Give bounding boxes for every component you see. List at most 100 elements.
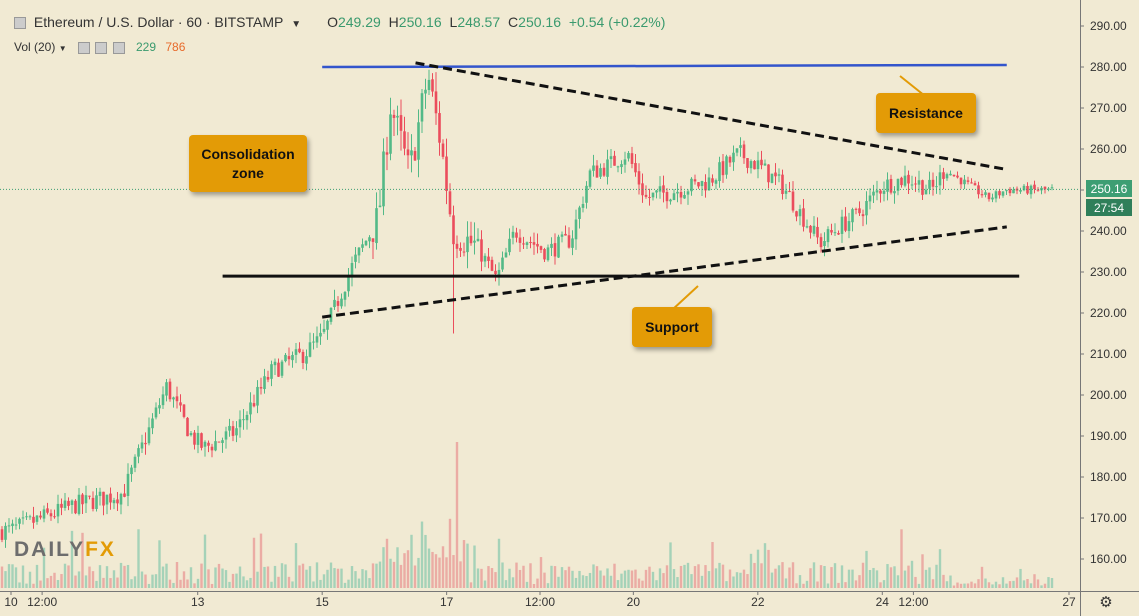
candle-body [88, 495, 91, 497]
volume-bar [805, 580, 809, 588]
candle-body [816, 226, 819, 238]
volume-bar [88, 566, 91, 588]
settings-icon[interactable] [95, 41, 108, 54]
candle-body [739, 145, 742, 148]
volume-bar [504, 580, 508, 588]
candle-body [84, 495, 88, 504]
candle-body [406, 149, 410, 156]
volume-bar [658, 568, 662, 588]
candle-body [879, 190, 882, 194]
volume-bar [945, 581, 949, 588]
volume-bar [67, 565, 70, 588]
candle-body [536, 243, 539, 247]
candle-body [487, 256, 490, 261]
gear-icon[interactable]: ⚙ [1099, 593, 1112, 611]
upper-triangle-line[interactable] [415, 61, 1008, 171]
volume-bar [46, 578, 49, 588]
price-tick-label: 290.00 [1090, 19, 1127, 33]
volume-bar [60, 574, 63, 588]
candle-body [697, 182, 700, 187]
candle-body [1050, 187, 1054, 189]
candle-body [980, 194, 984, 196]
candle-body [560, 234, 564, 237]
candle-body [378, 205, 382, 208]
candle-body [284, 354, 287, 362]
volume-label[interactable]: Vol (20) [14, 40, 56, 54]
candle-body [830, 230, 833, 233]
volume-bar [924, 569, 928, 588]
candle-body [847, 221, 851, 232]
candle-body [105, 494, 109, 505]
candle-body [126, 473, 130, 496]
chevron-down-icon[interactable]: ▼ [291, 19, 302, 30]
candle-body [504, 252, 508, 258]
volume-bar [487, 566, 490, 588]
candle-body [235, 428, 238, 436]
chevron-down-icon[interactable]: ▼ [58, 44, 67, 53]
candle-body [956, 175, 959, 178]
volume-bar [14, 567, 18, 588]
eye-icon[interactable] [77, 41, 90, 54]
volume-bar [420, 521, 424, 588]
candle-body [679, 191, 683, 198]
volume-bar [700, 575, 704, 588]
volume-bar [210, 583, 214, 588]
candle-body [620, 164, 623, 168]
volume-bar [802, 583, 805, 588]
candle-body [693, 179, 697, 182]
candle-body [557, 236, 560, 258]
volume-bar [739, 572, 742, 588]
volume-bar [74, 575, 77, 588]
collapse-icon[interactable] [14, 17, 26, 30]
volume-bar [711, 542, 714, 588]
volume-bar [704, 565, 707, 588]
candle-body [889, 178, 893, 193]
volume-bar [770, 572, 774, 588]
candle-body [896, 178, 900, 191]
volume-bar [403, 553, 406, 588]
volume-bar [721, 564, 725, 588]
candle-body [539, 246, 543, 250]
time-tick-label: 17 [440, 595, 454, 609]
volume-bar [627, 569, 630, 588]
volume-bar [18, 582, 21, 588]
time-tick-label: 24 [876, 595, 890, 609]
candle-body [312, 341, 315, 343]
lower-triangle-line[interactable] [321, 225, 1007, 319]
candle-body [707, 177, 711, 191]
volume-bar [389, 558, 392, 588]
candle-body [644, 194, 648, 197]
volume-bar [182, 571, 186, 588]
candle-body [60, 503, 63, 508]
volume-bar [116, 577, 119, 588]
resistance-label: Resistance [876, 93, 976, 133]
volume-bar [826, 583, 830, 588]
candle-body [826, 229, 830, 243]
candle-body [333, 299, 336, 308]
volume-bar [662, 573, 665, 588]
symbol-title[interactable]: Ethereum / U.S. Dollar · 60 · BITSTAMP [33, 14, 284, 30]
volume-bar [273, 565, 277, 588]
candle-body [1026, 185, 1029, 194]
volume-bar [238, 566, 242, 588]
candle-body [270, 364, 273, 379]
candle-body [329, 307, 333, 322]
volume-bar [256, 571, 259, 588]
volume-bar [214, 567, 217, 588]
candle-body [924, 189, 928, 195]
volume-bar [914, 576, 917, 588]
support-pointer [671, 285, 699, 311]
volume-bar [949, 575, 952, 588]
volume-bar [1008, 581, 1012, 588]
volume-bar [319, 579, 322, 588]
volume-bar [875, 570, 879, 588]
volume-bar [581, 575, 585, 588]
volume-bar [228, 581, 231, 588]
candle-body [445, 156, 448, 191]
close-icon[interactable] [112, 41, 125, 54]
candle-body [613, 155, 616, 166]
volume-bar [448, 518, 452, 588]
volume-bar [735, 572, 739, 588]
volume-bar [987, 582, 991, 588]
volume-bar [28, 571, 32, 588]
